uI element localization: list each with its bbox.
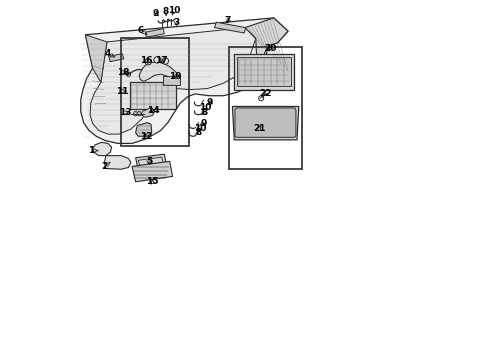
Polygon shape: [81, 18, 288, 143]
Bar: [163, 76, 180, 85]
Polygon shape: [109, 54, 124, 62]
Polygon shape: [93, 142, 112, 156]
Bar: [129, 82, 176, 109]
Polygon shape: [232, 107, 299, 140]
Text: 16: 16: [140, 57, 152, 66]
Polygon shape: [245, 18, 288, 76]
Text: 22: 22: [260, 89, 272, 98]
Polygon shape: [136, 154, 167, 170]
Circle shape: [145, 58, 151, 65]
Text: 15: 15: [146, 177, 159, 186]
Polygon shape: [146, 29, 164, 37]
Circle shape: [133, 112, 138, 116]
Text: 10: 10: [199, 103, 212, 112]
Text: 11: 11: [116, 86, 128, 95]
Text: 10: 10: [194, 123, 206, 132]
Circle shape: [154, 57, 160, 63]
Text: 3: 3: [173, 18, 179, 27]
Bar: [229, 47, 302, 168]
Text: 10: 10: [168, 6, 180, 15]
Text: 14: 14: [147, 105, 160, 114]
Text: 4: 4: [105, 49, 114, 58]
FancyBboxPatch shape: [235, 108, 296, 137]
Text: 8: 8: [196, 128, 202, 137]
Text: 1: 1: [88, 146, 98, 155]
Text: 7: 7: [224, 16, 231, 25]
Text: 9: 9: [207, 98, 213, 107]
Text: 13: 13: [119, 108, 131, 117]
Text: 21: 21: [253, 123, 266, 132]
Text: 8: 8: [201, 108, 208, 117]
Polygon shape: [136, 123, 152, 136]
Polygon shape: [234, 54, 294, 90]
Text: 12: 12: [140, 132, 152, 141]
Text: 19: 19: [169, 72, 181, 81]
Text: 20: 20: [265, 44, 277, 53]
Polygon shape: [141, 108, 155, 117]
Polygon shape: [90, 28, 256, 134]
Text: 8: 8: [163, 7, 169, 16]
Text: 17: 17: [155, 56, 168, 65]
Polygon shape: [215, 22, 245, 33]
Bar: [122, 39, 190, 146]
Text: 9: 9: [153, 9, 159, 18]
Circle shape: [137, 112, 141, 116]
Text: 18: 18: [117, 68, 129, 77]
Polygon shape: [132, 161, 172, 182]
Text: 2: 2: [101, 162, 110, 171]
Text: 9: 9: [200, 119, 207, 128]
Text: 5: 5: [146, 157, 152, 166]
Bar: [237, 57, 291, 86]
Polygon shape: [139, 62, 180, 81]
Polygon shape: [104, 156, 131, 169]
Circle shape: [162, 58, 169, 64]
Polygon shape: [85, 35, 107, 82]
Text: 6: 6: [138, 26, 147, 35]
